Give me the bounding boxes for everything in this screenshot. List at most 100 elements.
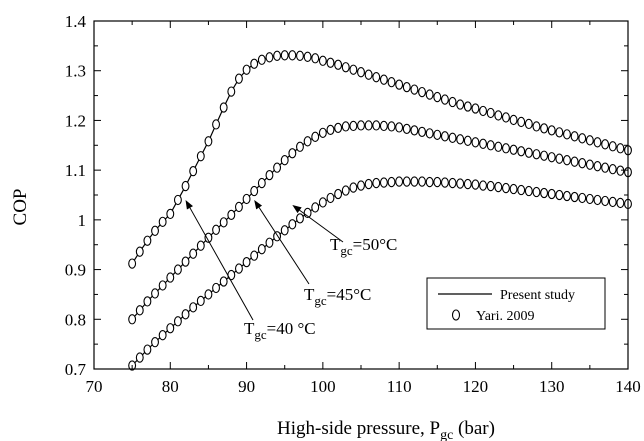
data-point-T45 xyxy=(555,153,564,164)
data-point-T45 xyxy=(204,232,213,243)
data-point-T40 xyxy=(540,187,549,199)
data-point-T45 xyxy=(143,296,152,307)
data-point-T40 xyxy=(265,237,274,248)
data-point-T40 xyxy=(494,181,503,193)
data-point-T50 xyxy=(555,127,564,138)
data-point-T45 xyxy=(326,124,335,136)
data-point-T50 xyxy=(318,55,327,66)
data-point-T45 xyxy=(181,256,190,267)
data-point-T50 xyxy=(524,118,533,130)
data-point-T40 xyxy=(448,177,457,189)
data-point-T45 xyxy=(357,120,365,131)
data-point-T40 xyxy=(250,250,259,261)
data-point-T50 xyxy=(463,101,472,112)
data-point-T50 xyxy=(158,216,167,227)
annotation-arrow-T40 xyxy=(189,207,254,321)
data-point-T40 xyxy=(173,316,182,327)
y-tick-label: 1.2 xyxy=(65,111,86,130)
data-point-T40 xyxy=(524,185,533,197)
data-point-T50 xyxy=(448,96,457,108)
data-point-T40 xyxy=(555,189,564,201)
y-tick-label: 0.7 xyxy=(65,360,87,379)
data-point-T40 xyxy=(501,182,510,194)
legend-label-yari-2009: Yari. 2009 xyxy=(476,309,534,324)
data-point-T45 xyxy=(372,120,381,131)
data-point-T45 xyxy=(234,201,243,213)
data-point-T50 xyxy=(608,141,617,152)
data-point-T50 xyxy=(395,79,404,90)
data-point-T40 xyxy=(616,197,625,209)
data-point-T40 xyxy=(143,344,152,355)
data-point-T50 xyxy=(242,64,251,75)
data-point-T45 xyxy=(273,162,282,173)
data-point-T40 xyxy=(395,176,404,187)
data-point-T45 xyxy=(257,177,266,189)
data-point-T45 xyxy=(349,120,358,132)
data-point-T50 xyxy=(219,102,228,113)
data-point-T50 xyxy=(593,137,602,148)
data-point-T50 xyxy=(616,143,625,154)
data-point-T40 xyxy=(349,182,358,193)
annotation-arrow-T45 xyxy=(258,207,310,285)
data-point-T50 xyxy=(364,69,373,80)
data-point-T45 xyxy=(532,149,541,160)
data-point-T40 xyxy=(311,202,320,213)
y-tick-label: 1.1 xyxy=(65,161,86,180)
data-point-T40 xyxy=(242,256,251,268)
data-point-T40 xyxy=(402,176,411,187)
data-point-T50 xyxy=(204,136,213,147)
data-point-T40 xyxy=(425,176,434,188)
data-point-T40 xyxy=(151,337,159,348)
data-point-T40 xyxy=(532,186,541,198)
data-point-T50 xyxy=(379,74,388,85)
data-point-T40 xyxy=(479,180,488,191)
data-point-T40 xyxy=(601,195,610,207)
y-tick-label: 1.4 xyxy=(65,12,87,31)
data-point-T50 xyxy=(303,51,312,62)
y-axis-label: COP xyxy=(10,189,31,226)
data-point-T45 xyxy=(440,131,449,142)
x-axis-label: High-side pressure, Pgc (bar) xyxy=(277,418,495,441)
data-point-T45 xyxy=(135,305,144,316)
data-point-T40 xyxy=(563,190,571,202)
data-point-T50 xyxy=(250,58,259,69)
data-point-T40 xyxy=(334,188,343,200)
data-point-T45 xyxy=(196,240,205,251)
data-point-T45 xyxy=(318,127,327,139)
data-point-T40 xyxy=(257,244,266,255)
data-point-T45 xyxy=(227,209,236,221)
data-point-T50 xyxy=(540,123,549,134)
data-point-T40 xyxy=(578,192,587,204)
data-point-T45 xyxy=(288,148,297,159)
data-point-T45 xyxy=(433,129,442,140)
data-point-T45 xyxy=(425,128,434,139)
data-point-T50 xyxy=(509,114,518,126)
data-point-T40 xyxy=(219,276,228,287)
data-point-T45 xyxy=(395,122,404,133)
data-point-T40 xyxy=(517,184,526,196)
axis-tick-labels: 70 80 90 100 110 120 130 140 0.7 0.8 0.9 1 1.1 1.2 1.3… xyxy=(65,12,641,396)
data-point-T50 xyxy=(296,50,304,61)
data-point-T45 xyxy=(501,143,510,154)
y-tick-label: 0.9 xyxy=(65,261,86,280)
data-point-T50 xyxy=(532,121,541,132)
data-point-T50 xyxy=(372,72,381,83)
data-point-T45 xyxy=(585,159,594,170)
data-point-T50 xyxy=(189,165,198,177)
data-point-T50 xyxy=(181,180,190,192)
data-point-T50 xyxy=(357,67,365,78)
data-point-T40 xyxy=(158,330,167,341)
data-point-T40 xyxy=(486,180,495,192)
data-point-T50 xyxy=(143,235,152,246)
annotation-arrow-T50 xyxy=(299,209,344,243)
data-point-T40 xyxy=(387,176,396,188)
x-axis-label-unit: (bar) xyxy=(453,418,495,439)
data-point-T45 xyxy=(242,193,251,205)
data-point-T45 xyxy=(151,288,159,299)
data-point-T45 xyxy=(166,272,175,283)
data-point-T50 xyxy=(212,119,221,130)
data-point-T50 xyxy=(196,151,205,162)
data-point-T40 xyxy=(471,179,480,190)
data-point-T40 xyxy=(280,225,289,236)
data-point-T45 xyxy=(456,134,465,145)
